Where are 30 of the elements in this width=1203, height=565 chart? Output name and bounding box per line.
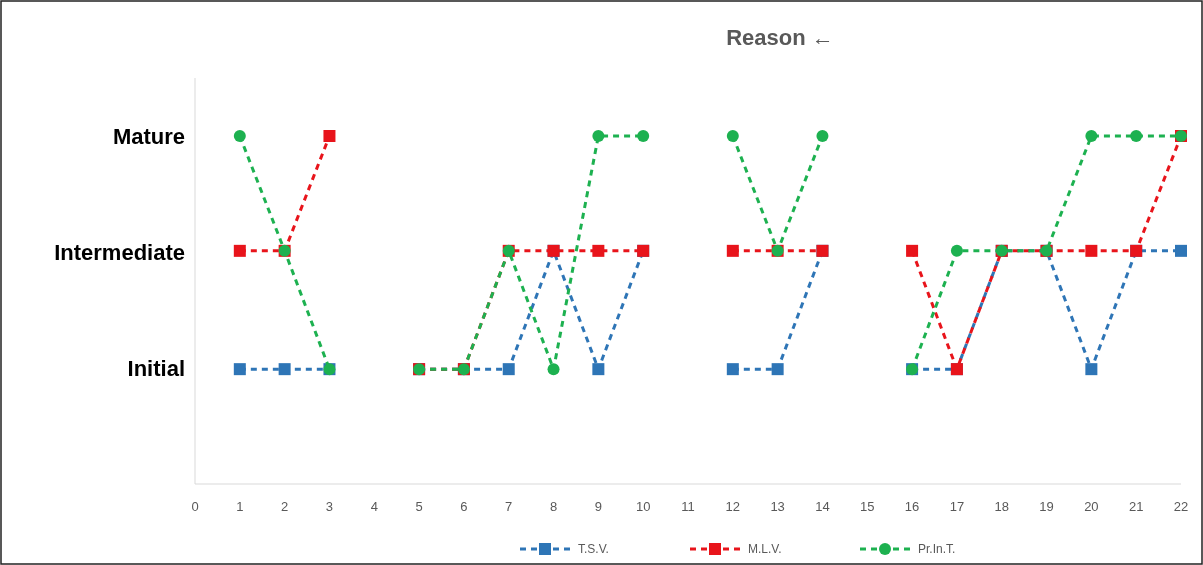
x-tick-label: 9 [594, 499, 602, 514]
x-tick-label: 4 [370, 499, 378, 514]
chart-title: Reason ← [726, 25, 834, 50]
text: Intermediate [54, 240, 185, 265]
legend-label: M.L.V. [748, 542, 782, 556]
x-tick-label: 1 [236, 499, 244, 514]
legend-label: Pr.In.T. [918, 542, 956, 556]
text: Initial [127, 356, 185, 381]
x-tick-label: 19 [1039, 499, 1054, 514]
x-tick-label: 12 [725, 499, 741, 514]
x-tick-label: 15 [860, 499, 875, 514]
text: Mature [112, 124, 185, 149]
x-tick-label: 22 [1173, 499, 1189, 514]
x-tick-label: 18 [994, 499, 1009, 514]
legend-label: T.S.V. [578, 542, 609, 556]
x-tick-label: 20 [1084, 499, 1099, 514]
x-tick-label: 11 [681, 499, 695, 514]
x-tick-label: 7 [505, 499, 513, 514]
x-tick-label: 10 [635, 499, 651, 514]
x-tick-label: 6 [460, 499, 468, 514]
x-tick-label: 16 [904, 499, 920, 514]
x-tick-label: 21 [1128, 499, 1144, 514]
x-tick-label: 2 [281, 499, 289, 514]
x-tick-label: 14 [815, 499, 830, 514]
x-tick-label: 8 [549, 499, 558, 514]
x-tick-label: 17 [949, 499, 965, 514]
x-tick-label: 13 [770, 499, 785, 514]
x-tick-label: 3 [325, 499, 334, 514]
x-tick-label: 5 [415, 499, 423, 514]
x-tick-label: 0 [191, 499, 199, 514]
